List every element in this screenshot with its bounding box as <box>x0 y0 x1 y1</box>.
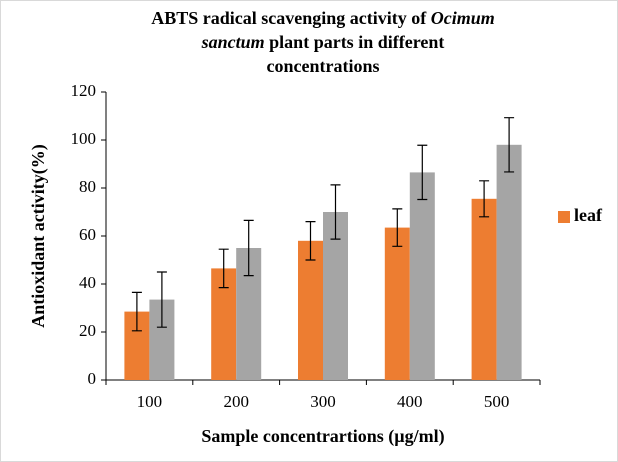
bar <box>471 198 497 380</box>
bar <box>409 172 435 380</box>
chart-title: sanctum plant parts in different <box>201 32 445 52</box>
x-tick-label: 300 <box>310 392 336 411</box>
y-tick-label: 120 <box>71 81 97 100</box>
error-bar <box>479 180 490 218</box>
chart-title: concentrations <box>267 56 380 76</box>
error-bar <box>305 221 316 261</box>
bar <box>384 227 410 380</box>
x-tick-label: 200 <box>223 392 249 411</box>
error-bar <box>243 219 254 277</box>
x-tick-label: 100 <box>137 392 163 411</box>
title-run: plant parts in different <box>265 32 445 52</box>
y-tick-label: 40 <box>79 273 96 292</box>
y-tick-label: 20 <box>79 321 96 340</box>
bar <box>496 144 522 380</box>
error-bar <box>392 208 403 247</box>
bar <box>323 212 348 380</box>
title-run: Ocimum <box>431 8 495 28</box>
title-run: sanctum <box>201 32 265 52</box>
title-run: concentrations <box>267 56 380 76</box>
y-tick-label: 60 <box>79 225 96 244</box>
error-bar <box>504 117 515 173</box>
y-tick-label: 0 <box>88 369 97 388</box>
bar <box>298 240 323 380</box>
y-axis-title: Antioxidant activity(%) <box>28 144 49 328</box>
error-bar <box>417 144 428 201</box>
error-bar <box>156 271 167 328</box>
legend-label: leaf <box>574 205 603 225</box>
title-run: ABTS radical scavenging activity of <box>151 8 431 28</box>
legend-swatch <box>558 211 570 223</box>
x-tick-label: 400 <box>397 392 423 411</box>
y-tick-label: 80 <box>79 177 96 196</box>
error-bar <box>330 184 341 240</box>
y-tick-label: 100 <box>71 129 97 148</box>
chart-title: ABTS radical scavenging activity of Ocim… <box>151 8 495 28</box>
x-tick-label: 500 <box>484 392 510 411</box>
error-bar <box>218 248 229 289</box>
x-axis-title: Sample concentrartions (µg/ml) <box>201 426 444 447</box>
error-bar <box>131 291 142 332</box>
